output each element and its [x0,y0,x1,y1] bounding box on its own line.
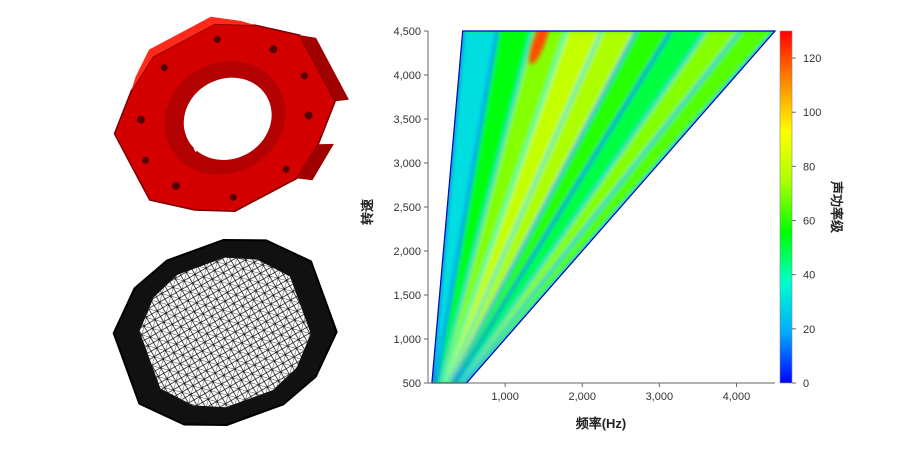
y-tick-label: 4,000 [393,70,421,82]
order-line-36 [450,31,638,383]
y-axis-ticks: 500 1,000 1,500 2,000 2,500 3,000 3,500 4,000 4,… [393,26,428,390]
colorbar-tick-label: 40 [803,270,815,282]
order-line-18 [438,31,534,383]
x-tick-label: 1,000 [491,391,519,403]
colorbar-tick-label: 120 [803,53,821,65]
order-line-30 [446,31,603,383]
x-tick-label: 4,000 [723,391,751,403]
colorbar-tick-label: 100 [803,107,821,119]
order-line-48 [457,31,707,383]
order-line-12 [434,31,499,383]
y-tick-label: 3,500 [393,114,421,126]
colorbar-tick-label: 20 [803,324,815,336]
y-axis-title: 转速 [360,199,375,225]
hot-spot [529,31,551,65]
y-tick-label: 3,000 [393,158,421,170]
stator-3d-model-image [113,16,349,213]
x-tick-label: 3,000 [646,391,674,403]
colorbar-tick-label: 60 [803,216,815,228]
colorbar-ticks: 0 20 40 60 80 100 120 [792,53,821,390]
y-tick-label: 2,500 [393,202,421,214]
colorbar-frame [779,30,793,384]
colorbar [780,31,792,383]
order-line-54 [461,31,742,383]
colorbar-title: 声功率级 [829,180,844,234]
colorbar-tick-label: 0 [803,378,809,390]
x-axis-ticks: 1,000 2,000 3,000 4,000 [491,383,750,403]
order-line-42 [453,31,672,383]
y-tick-label: 2,000 [393,246,421,258]
x-tick-label: 2,000 [568,391,596,403]
stator-mesh-image [112,238,338,426]
y-tick-label: 4,500 [393,26,421,38]
y-tick-label: 1,500 [393,290,421,302]
x-axis-title: 频率(Hz) [576,416,627,431]
y-tick-label: 500 [403,378,421,390]
y-tick-label: 1,000 [393,334,421,346]
order-line-24 [442,31,568,383]
colorbar-tick-label: 80 [803,161,815,173]
